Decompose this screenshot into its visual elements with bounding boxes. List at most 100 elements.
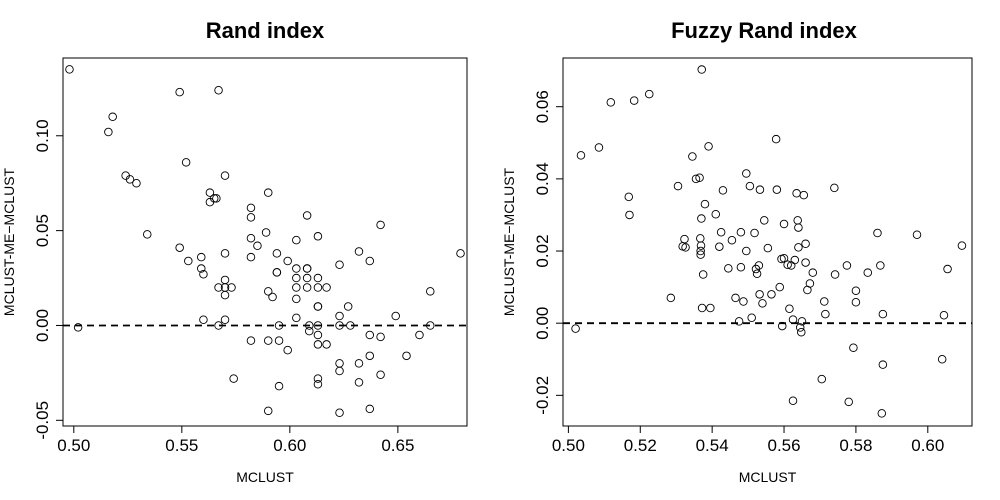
- data-point: [313, 273, 323, 283]
- data-point: [788, 315, 798, 324]
- data-point: [246, 233, 256, 243]
- data-point: [844, 397, 853, 407]
- data-point: [125, 175, 135, 184]
- data-point: [214, 321, 223, 330]
- data-point: [817, 374, 827, 384]
- data-point: [724, 264, 733, 273]
- data-point: [302, 264, 312, 273]
- data-point: [391, 311, 400, 321]
- data-point: [877, 409, 887, 418]
- data-point: [645, 89, 654, 99]
- x-tick-label: 0.50: [552, 436, 585, 455]
- data-point: [696, 234, 705, 243]
- data-point: [731, 293, 740, 303]
- data-point: [354, 359, 364, 368]
- data-point: [220, 290, 230, 300]
- data-point: [912, 230, 922, 240]
- data-point: [181, 158, 191, 167]
- data-point: [253, 241, 262, 251]
- data-point: [246, 213, 256, 222]
- data-point: [426, 321, 435, 330]
- data-point: [65, 65, 74, 74]
- data-point: [747, 313, 756, 323]
- data-point: [322, 340, 331, 349]
- data-point: [742, 246, 751, 256]
- data-point: [313, 374, 323, 383]
- data-point: [313, 302, 323, 311]
- data-point: [878, 309, 888, 319]
- data-point: [376, 332, 385, 342]
- y-tick-label: -0.05: [33, 401, 52, 440]
- data-point: [797, 327, 806, 337]
- y-tick-label: 0.00: [33, 309, 52, 342]
- data-point: [292, 273, 301, 283]
- data-point: [272, 249, 282, 258]
- data-point: [745, 181, 755, 191]
- data-point: [209, 194, 219, 203]
- data-point: [957, 241, 967, 250]
- data-point: [365, 404, 375, 414]
- data-point: [742, 169, 751, 178]
- data-point: [220, 171, 230, 180]
- data-point: [214, 85, 223, 95]
- data-point: [415, 330, 424, 340]
- data-point: [302, 211, 312, 220]
- data-point: [878, 360, 888, 369]
- data-point: [876, 261, 885, 270]
- data-point: [783, 260, 792, 269]
- data-point: [772, 185, 782, 194]
- data-point: [73, 323, 83, 332]
- data-point: [335, 260, 344, 270]
- data-point: [785, 304, 794, 313]
- y-tick-label: 0.04: [533, 162, 552, 195]
- x-tick-label: 0.55: [165, 436, 198, 455]
- data-point: [205, 188, 215, 197]
- data-point: [576, 151, 586, 160]
- data-point: [666, 293, 676, 303]
- data-point: [402, 351, 411, 361]
- data-point: [763, 243, 773, 253]
- x-tick-label: 0.56: [767, 436, 800, 455]
- data-point: [261, 228, 271, 237]
- data-point: [263, 287, 273, 296]
- data-point: [851, 286, 861, 295]
- data-point: [571, 324, 580, 333]
- data-point: [779, 253, 789, 263]
- x-tick-label: 0.54: [696, 436, 729, 455]
- data-point: [199, 269, 208, 279]
- data-point: [681, 243, 690, 252]
- data-point: [184, 256, 193, 266]
- data-point: [849, 343, 858, 352]
- data-point: [792, 189, 801, 198]
- data-point: [335, 359, 344, 368]
- y-tick-label: 0.06: [533, 90, 552, 123]
- data-point: [132, 178, 141, 188]
- data-point: [696, 250, 705, 259]
- data-point: [788, 396, 798, 405]
- data-point: [793, 216, 802, 225]
- data-point: [937, 355, 947, 364]
- data-point: [711, 209, 720, 219]
- data-point: [736, 228, 746, 237]
- data-point: [346, 321, 355, 330]
- data-point: [272, 268, 282, 277]
- data-point: [220, 315, 230, 325]
- data-point: [292, 313, 301, 323]
- data-point: [795, 323, 805, 332]
- data-point: [851, 298, 861, 307]
- data-point: [283, 256, 292, 266]
- plot-frame-1: [62, 57, 468, 427]
- data-point: [212, 194, 221, 203]
- x-axis-label: MCLUST: [739, 469, 797, 485]
- x-tick-label: 0.52: [624, 436, 657, 455]
- data-point: [214, 283, 223, 292]
- data-point: [263, 188, 273, 197]
- data-point: [943, 264, 952, 274]
- y-tick-label: 0.10: [33, 119, 52, 152]
- data-point: [758, 299, 767, 308]
- data-point: [680, 234, 689, 244]
- data-point: [274, 381, 284, 391]
- data-point: [752, 269, 762, 278]
- data-point: [697, 303, 707, 313]
- data-point: [755, 185, 765, 194]
